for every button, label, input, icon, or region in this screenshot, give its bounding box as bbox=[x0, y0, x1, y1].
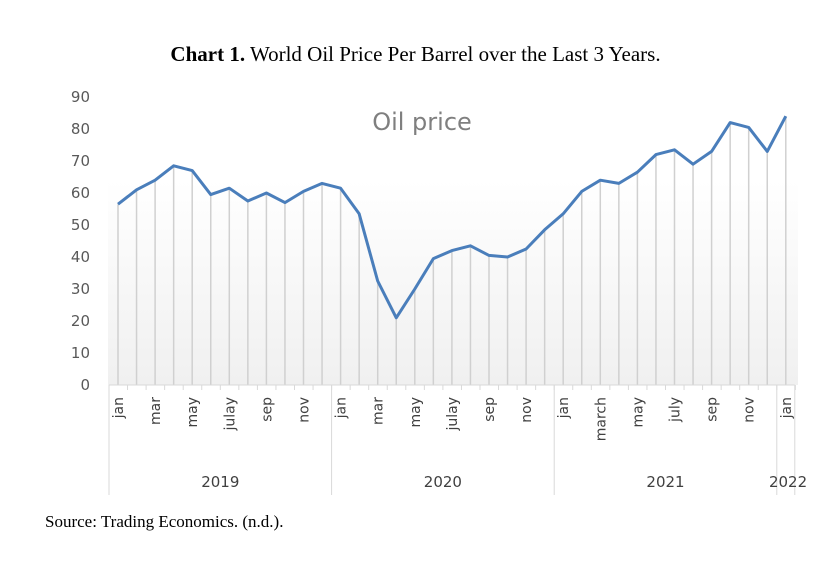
y-tick-label: 0 bbox=[80, 376, 90, 394]
x-tick-label: may bbox=[630, 397, 646, 428]
x-tick-label: jan bbox=[779, 397, 795, 419]
y-tick-label: 80 bbox=[71, 120, 90, 138]
year-label: 2020 bbox=[424, 473, 462, 491]
y-tick-label: 90 bbox=[71, 88, 90, 106]
x-tick-label: sep bbox=[259, 397, 275, 422]
x-tick-label: jan bbox=[334, 397, 350, 419]
x-tick-label: nov bbox=[519, 397, 535, 423]
y-tick-label: 20 bbox=[71, 312, 90, 330]
x-tick-label: march bbox=[593, 397, 609, 441]
plot-background bbox=[108, 180, 798, 385]
y-tick-label: 60 bbox=[71, 184, 90, 202]
caption-text: World Oil Price Per Barrel over the Last… bbox=[245, 42, 661, 66]
x-tick-label: mar bbox=[148, 397, 164, 425]
y-tick-label: 70 bbox=[71, 152, 90, 170]
source-note: Source: Trading Economics. (n.d.). bbox=[45, 512, 284, 531]
figure-caption: Chart 1. World Oil Price Per Barrel over… bbox=[0, 42, 831, 67]
year-label: 2019 bbox=[201, 473, 239, 491]
x-tick-label: julay bbox=[222, 397, 238, 432]
x-tick-label: sep bbox=[482, 397, 498, 422]
y-tick-label: 10 bbox=[71, 344, 90, 362]
x-tick-label: nov bbox=[297, 397, 313, 423]
y-tick-label: 50 bbox=[71, 216, 90, 234]
x-tick-label: sep bbox=[705, 397, 721, 422]
x-tick-label: may bbox=[185, 397, 201, 428]
x-tick-label: nov bbox=[742, 397, 758, 423]
caption-label: Chart 1. bbox=[170, 42, 246, 66]
x-tick-label: july bbox=[668, 397, 684, 423]
y-tick-label: 30 bbox=[71, 280, 90, 298]
x-tick-label: may bbox=[408, 397, 424, 428]
y-tick-label: 40 bbox=[71, 248, 90, 266]
x-tick-label: jan bbox=[556, 397, 572, 419]
x-tick-label: mar bbox=[371, 397, 387, 425]
chart-title: Oil price bbox=[372, 108, 472, 136]
x-tick-label: julay bbox=[445, 397, 461, 432]
year-label: 2021 bbox=[646, 473, 684, 491]
x-tick-label: jan bbox=[111, 397, 127, 419]
year-label: 2022 bbox=[769, 473, 807, 491]
